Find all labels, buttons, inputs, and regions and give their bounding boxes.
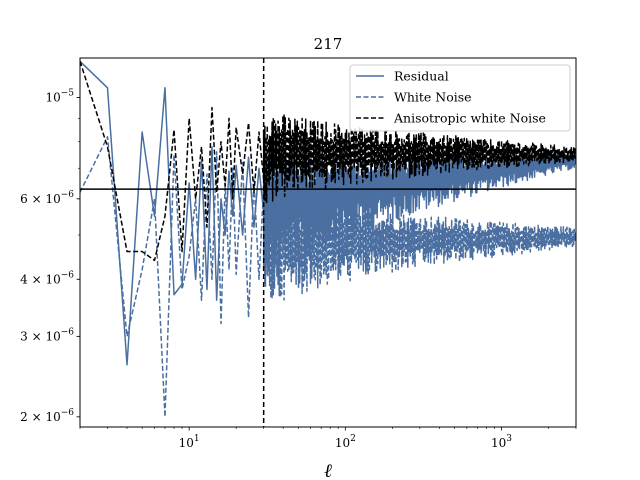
y-tick-label: 3 × 10−6 [20, 327, 74, 343]
y-tick-label: 2 × 10−6 [20, 408, 74, 424]
chart-title: 217 [314, 35, 343, 53]
y-tick-label: 10−5 [45, 88, 74, 104]
legend-label: White Noise [394, 90, 472, 105]
y-tick-label: 6 × 10−6 [20, 190, 74, 206]
x-tick-label: 101 [179, 434, 200, 450]
x-axis-ticks: 101 102 103 [79, 427, 577, 450]
x-axis-label: ℓ [324, 460, 332, 480]
legend-label: Residual [394, 69, 449, 84]
legend-box [349, 64, 571, 132]
series-layer [80, 60, 576, 418]
series-line-anisotropic-white-noise [80, 61, 576, 262]
x-tick-label: 102 [335, 434, 356, 450]
plot-frame [79, 57, 577, 428]
legend-label: Anisotropic white Noise [393, 111, 546, 126]
reference-lines [80, 58, 576, 427]
y-axis-ticks: 10−5 6 × 10−6 4 × 10−6 3 × 10−6 2 × 10−6 [20, 88, 80, 424]
series-line-white-noise [80, 136, 576, 418]
y-tick-label: 4 × 10−6 [20, 270, 74, 286]
legend: Residual White Noise Anisotropic white Noi… [349, 64, 571, 132]
x-tick-label: 103 [491, 434, 512, 450]
